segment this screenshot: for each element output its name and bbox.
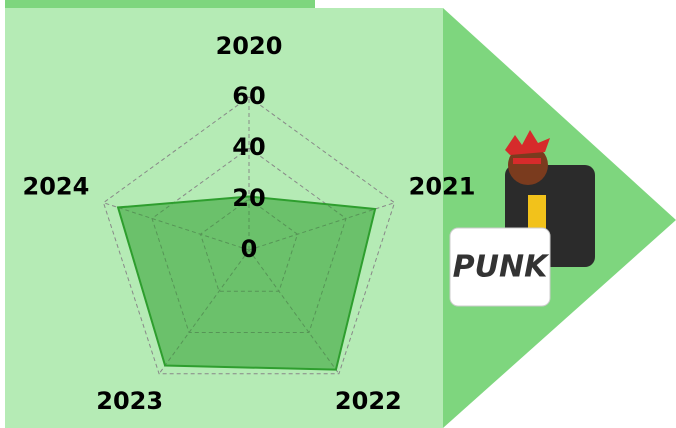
top-bar (5, 0, 315, 8)
category-label: 2021 (409, 172, 476, 200)
sticker: PUNK (449, 130, 595, 307)
data-area (116, 195, 377, 371)
grid-ring (102, 96, 396, 375)
category-label: 2022 (335, 387, 402, 415)
glasses (513, 158, 541, 164)
category-label: 2024 (23, 172, 90, 200)
category-label: 2020 (216, 32, 283, 60)
head (508, 145, 548, 185)
r-tick-label: 60 (232, 82, 265, 110)
category-label: 2023 (96, 387, 163, 415)
sticker-badge (449, 227, 551, 307)
r-tick-label: 0 (241, 235, 258, 263)
r-tick-label: 20 (232, 184, 265, 212)
hair (505, 130, 550, 155)
radar-chart: 2020 2021 2022 2023 2024 0 20 40 60 (23, 32, 476, 415)
r-tick-label: 40 (232, 133, 265, 161)
sticker-text: PUNK (453, 250, 550, 285)
